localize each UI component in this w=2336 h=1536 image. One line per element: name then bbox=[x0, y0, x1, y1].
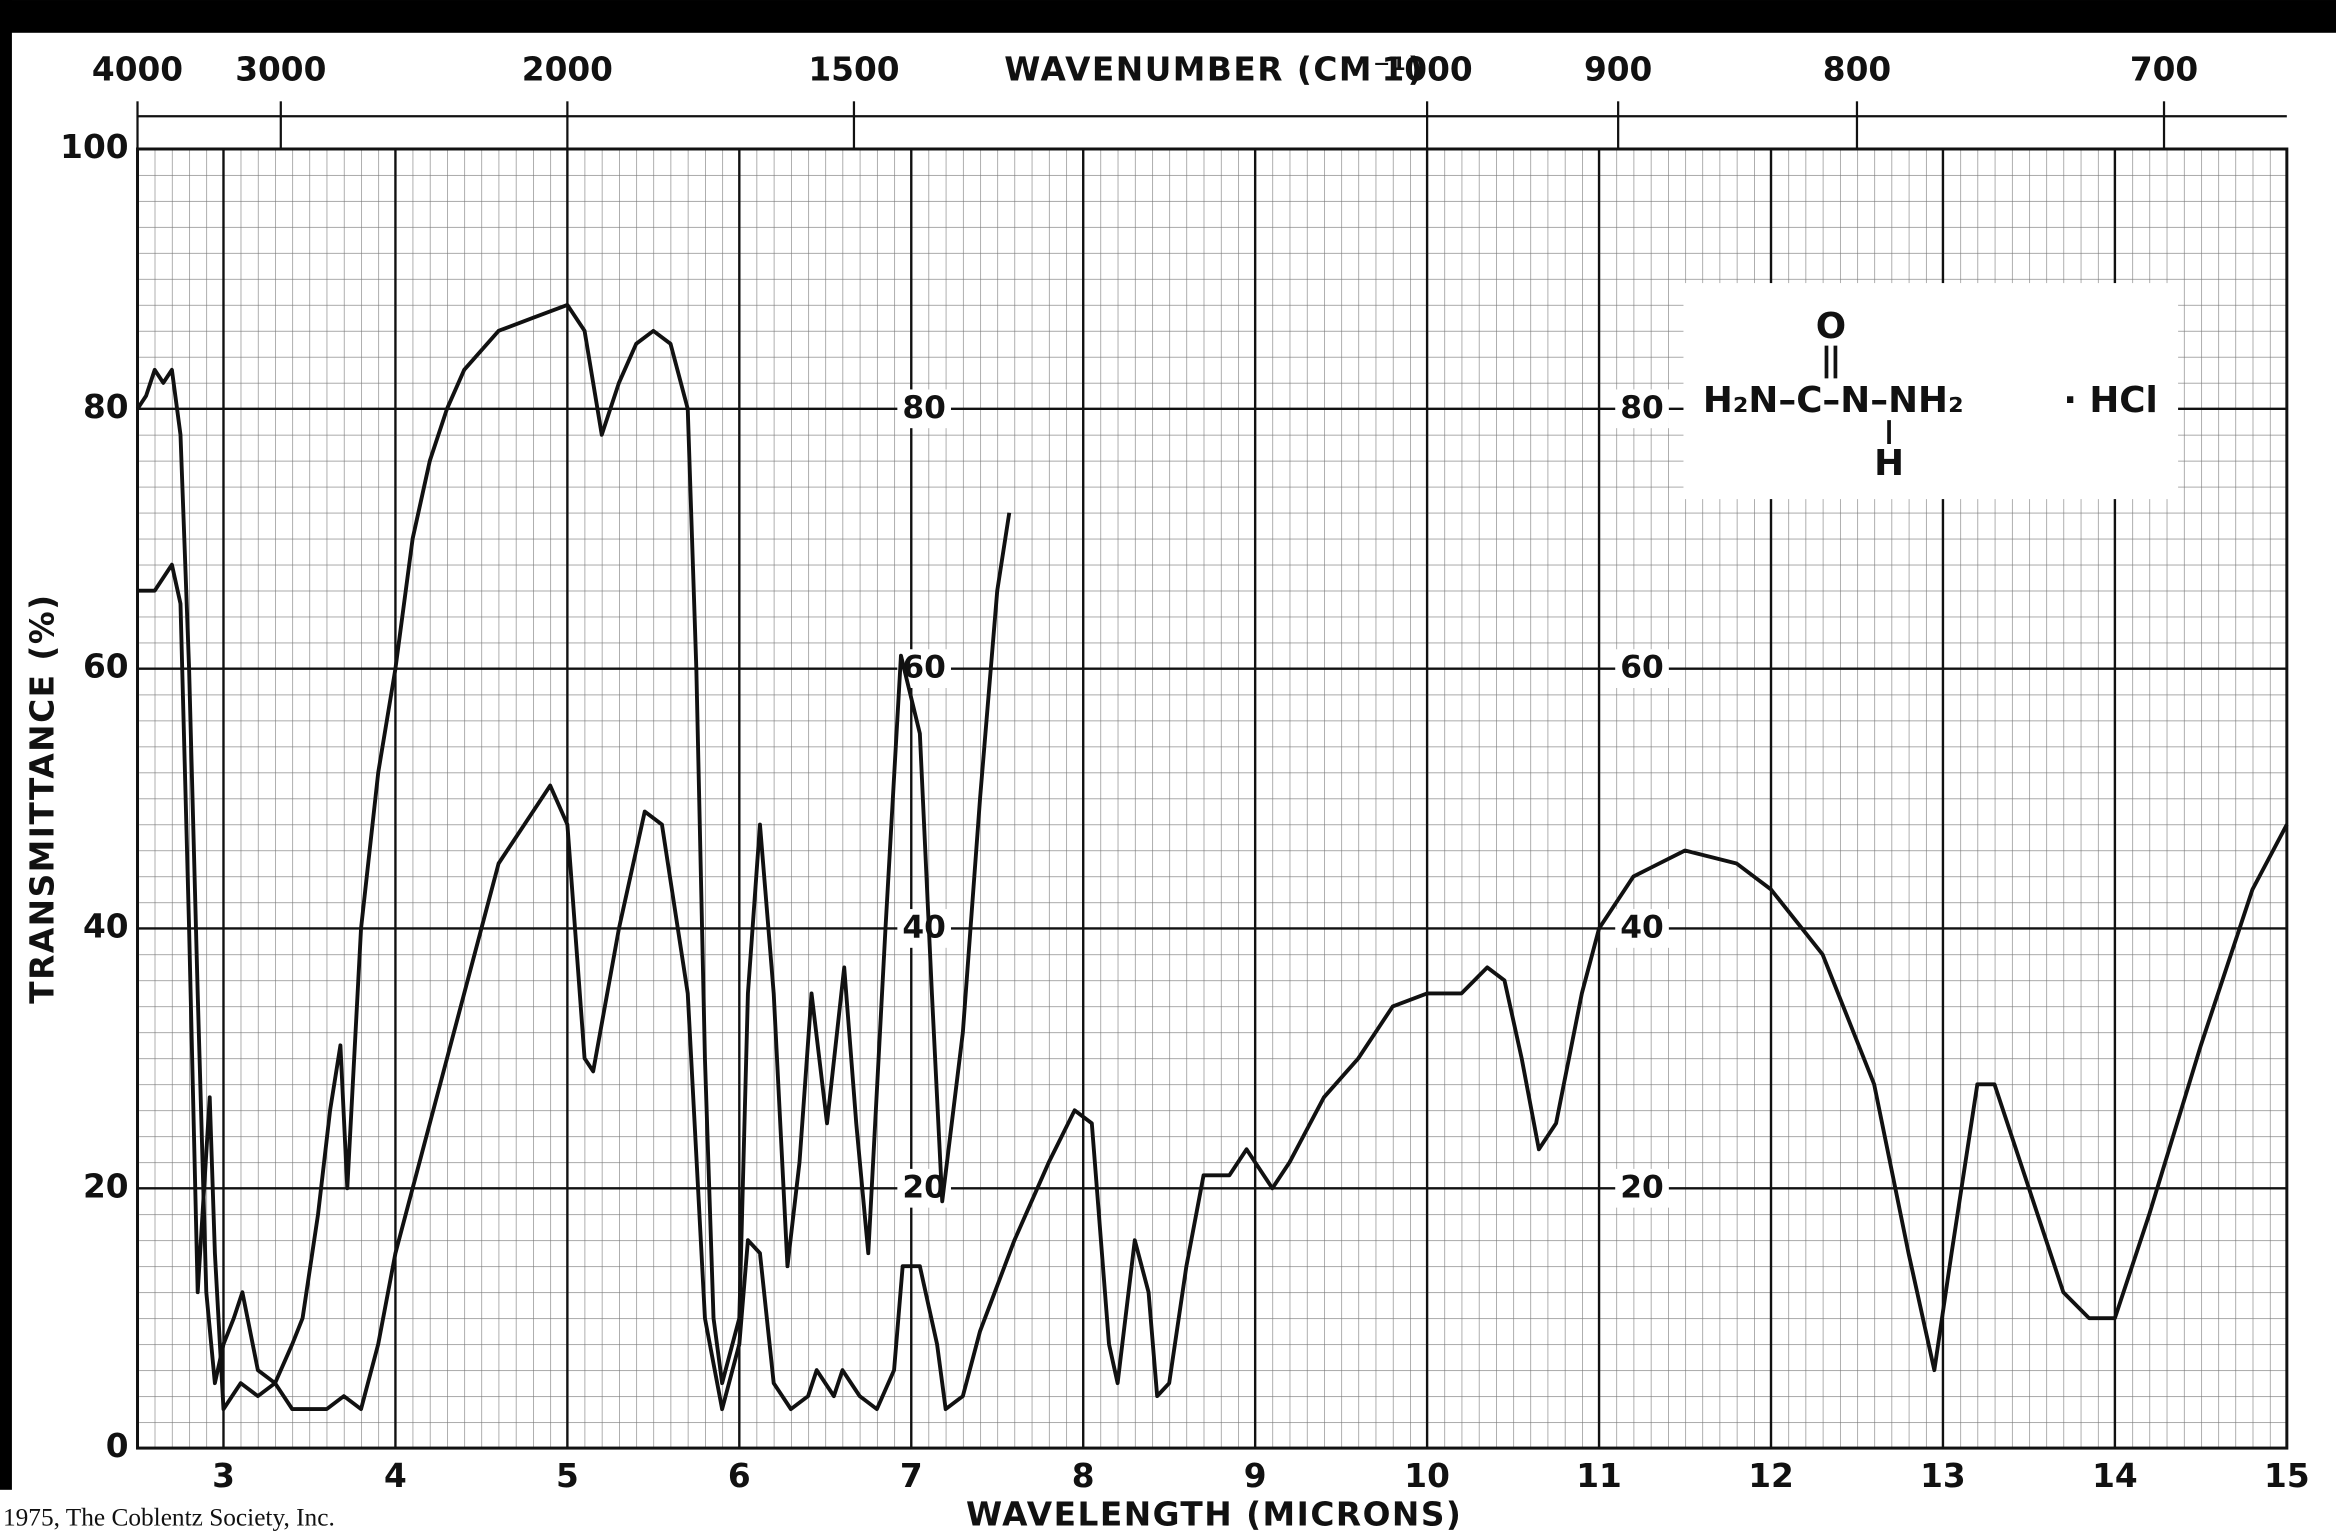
structure-bottom: H bbox=[1874, 443, 1904, 484]
structure-salt: · HCl bbox=[2063, 380, 2157, 421]
x-tick-label: 9 bbox=[1244, 1457, 1267, 1495]
x-tick-label: 8 bbox=[1072, 1457, 1095, 1495]
inner-label-background bbox=[1615, 909, 1669, 948]
x-tick-label: 6 bbox=[728, 1457, 751, 1495]
bond bbox=[1824, 345, 1891, 444]
y-tick-label: 0 bbox=[106, 1427, 129, 1465]
structure-background bbox=[1683, 283, 2179, 500]
inner-tick-label: 20 bbox=[1620, 1169, 1664, 1205]
x-tick-label: 13 bbox=[1920, 1457, 1966, 1495]
inner-label-background bbox=[1615, 1168, 1669, 1208]
x-axis-title: WAVELENGTH (MICRONS) bbox=[966, 1496, 1462, 1534]
x-tick-label: 12 bbox=[1748, 1457, 1794, 1495]
x-tick-label: 11 bbox=[1576, 1457, 1622, 1495]
inner-tick-label: 60 bbox=[1620, 650, 1664, 686]
spectrum-line bbox=[135, 302, 1012, 1386]
y-axis-title: TRANSMITTANCE (%) bbox=[24, 593, 62, 1003]
structure-box: O H₂N–C–N–NH₂ · HCl H bbox=[1683, 283, 2179, 500]
inner-tick-label: 40 bbox=[902, 909, 946, 945]
inner-tick-label: 80 bbox=[902, 390, 946, 426]
y-tick-label: 100 bbox=[60, 128, 128, 166]
y-tick-label: 60 bbox=[83, 648, 129, 686]
spectrum-line bbox=[137, 562, 2289, 1412]
x-tick-label: 5 bbox=[556, 1457, 579, 1495]
x-tick-label: 10 bbox=[1404, 1457, 1450, 1495]
copyright: 1975, The Coblentz Society, Inc. bbox=[3, 1503, 335, 1531]
y-tick-label: 40 bbox=[83, 907, 129, 945]
x2-tick-label: 3000 bbox=[235, 51, 326, 89]
x-tick-label: 15 bbox=[2264, 1457, 2310, 1495]
x2-axis-title: WAVENUMBER (CM⁻¹) bbox=[1004, 51, 1424, 89]
x-tick-label: 3 bbox=[212, 1457, 235, 1495]
inner-tick-label: 20 bbox=[902, 1169, 946, 1205]
grid bbox=[137, 147, 2289, 1450]
structure-formula: H₂N–C–N–NH₂ bbox=[1703, 380, 1964, 421]
x2-tick-label: 1000 bbox=[1382, 51, 1473, 89]
inner-tick-label: 80 bbox=[1620, 390, 1664, 426]
x2-tick-label: 4000 bbox=[92, 51, 183, 89]
x2-tick-label: 700 bbox=[2130, 51, 2198, 89]
inner-tick-label: 60 bbox=[902, 650, 946, 686]
y-tick-label: 20 bbox=[83, 1167, 129, 1205]
x2-tick-label: 800 bbox=[1823, 51, 1891, 89]
x-tick-label: 14 bbox=[2092, 1457, 2138, 1495]
y-tick-label: 80 bbox=[83, 388, 129, 426]
inner-label-background bbox=[1615, 649, 1669, 688]
x2-tick-label: 2000 bbox=[522, 51, 613, 89]
inner-label-background bbox=[897, 909, 951, 948]
x-tick-label: 4 bbox=[384, 1457, 407, 1495]
inner-label-background bbox=[1615, 389, 1669, 429]
x2-tick-label: 1500 bbox=[808, 51, 899, 89]
left-band bbox=[0, 0, 12, 1490]
structure-top: O bbox=[1816, 306, 1846, 347]
x2-tick-label: 900 bbox=[1584, 51, 1652, 89]
x-tick-label: 7 bbox=[900, 1457, 923, 1495]
inner-tick-label: 40 bbox=[1620, 909, 1664, 945]
top-band bbox=[0, 0, 2336, 33]
inner-label-background bbox=[897, 389, 951, 429]
